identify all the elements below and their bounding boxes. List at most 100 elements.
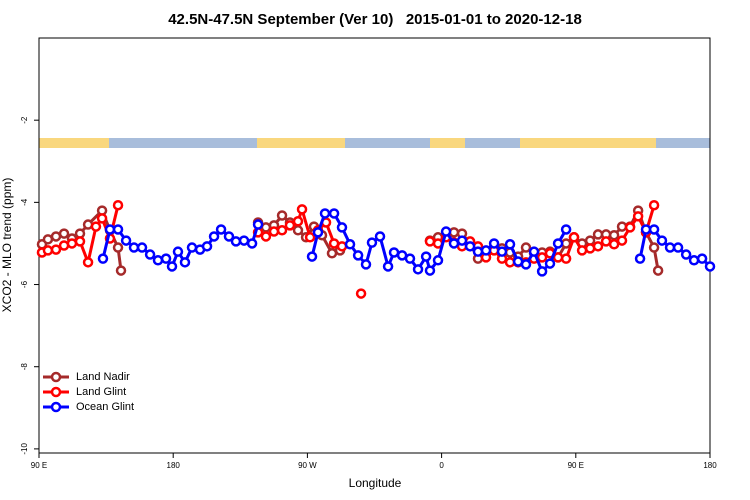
data-point [42, 245, 54, 256]
data-point [456, 235, 468, 246]
data-point [648, 242, 660, 253]
legend: Land Nadir Land Glint Ocean Glint [43, 371, 134, 413]
data-point [608, 229, 620, 241]
data-point [592, 241, 604, 252]
data-point [576, 245, 588, 256]
data-point [560, 253, 572, 264]
data-point [112, 199, 124, 211]
data-point [276, 210, 288, 221]
data-point [166, 261, 178, 272]
data-point [640, 224, 652, 235]
data-point [504, 257, 516, 268]
data-point [404, 253, 416, 264]
data-point [616, 221, 628, 232]
data-point [58, 228, 70, 239]
data-point [432, 255, 444, 266]
data-point [568, 232, 580, 243]
data-point [704, 261, 716, 272]
data-point [112, 224, 124, 235]
data-point [366, 237, 378, 248]
data-point [688, 255, 700, 266]
data-point [552, 252, 564, 263]
data-point [424, 236, 436, 247]
legend-marker [50, 371, 62, 383]
data-point [230, 236, 242, 247]
data-point [420, 251, 432, 262]
legend-marker [50, 401, 62, 413]
data-point [536, 252, 548, 263]
data-point [632, 211, 644, 222]
data-point [520, 259, 532, 270]
data-point [160, 253, 172, 264]
legend-label: Land Nadir [76, 371, 130, 383]
data-point [50, 231, 62, 242]
data-point [260, 231, 272, 242]
data-point [536, 266, 548, 277]
data-point [560, 238, 572, 249]
y-tick-label: -2 [20, 116, 29, 124]
data-point [115, 265, 127, 276]
y-axis-label: XCO2 - MLO trend (ppm) [0, 178, 14, 313]
x-tick-label: 180 [703, 461, 717, 470]
data-point [82, 257, 94, 268]
y-tick-label: -10 [20, 443, 29, 455]
legend-item: Land Glint [43, 386, 126, 398]
series [97, 208, 716, 277]
data-point [112, 242, 124, 253]
y-tick-label: -6 [20, 280, 29, 288]
data-point [312, 227, 324, 238]
data-point [96, 213, 108, 224]
data-point [616, 235, 628, 246]
data-point [652, 265, 664, 276]
data-point [624, 222, 636, 233]
data-point [448, 238, 460, 249]
data-point [152, 255, 164, 266]
chart-title: 42.5N-47.5N September (Ver 10) 2015-01-0… [168, 11, 582, 28]
data-point [440, 226, 452, 237]
data-point [352, 250, 364, 261]
data-point [66, 238, 78, 249]
data-point [328, 208, 340, 219]
data-point [306, 251, 318, 262]
data-point [680, 249, 692, 260]
data-point [50, 244, 62, 255]
data-point [336, 241, 348, 252]
data-point [520, 242, 532, 253]
data-point [252, 219, 264, 230]
data-point [374, 231, 386, 242]
data-point [42, 234, 54, 245]
data-point [172, 246, 184, 257]
data-point [136, 242, 148, 253]
data-point [592, 229, 604, 240]
data-point [223, 231, 235, 242]
data-point [648, 224, 660, 235]
data-point [480, 245, 492, 256]
data-point [319, 208, 331, 219]
data-point [90, 221, 102, 232]
data-point [120, 235, 132, 246]
x-tick-label: 90 W [298, 461, 317, 470]
data-point [412, 264, 424, 275]
data-point [488, 238, 500, 249]
data-point [696, 253, 708, 264]
data-point [128, 242, 140, 253]
legend-label: Ocean Glint [76, 401, 134, 413]
data-point [268, 226, 280, 237]
data-point [504, 239, 516, 250]
data-point [104, 224, 116, 235]
data-point [552, 238, 564, 249]
data-point [600, 236, 612, 247]
data-point [360, 259, 372, 270]
data-point [472, 246, 484, 257]
y-tick-label: -4 [20, 198, 29, 206]
data-point [179, 257, 191, 268]
x-tick-label: 180 [167, 461, 181, 470]
land-band [520, 138, 656, 148]
data-point [208, 231, 220, 242]
data-point [464, 241, 476, 252]
legend-item: Ocean Glint [43, 401, 134, 413]
land-band [257, 138, 345, 148]
data-point [608, 239, 620, 250]
x-tick-label: 0 [439, 461, 444, 470]
